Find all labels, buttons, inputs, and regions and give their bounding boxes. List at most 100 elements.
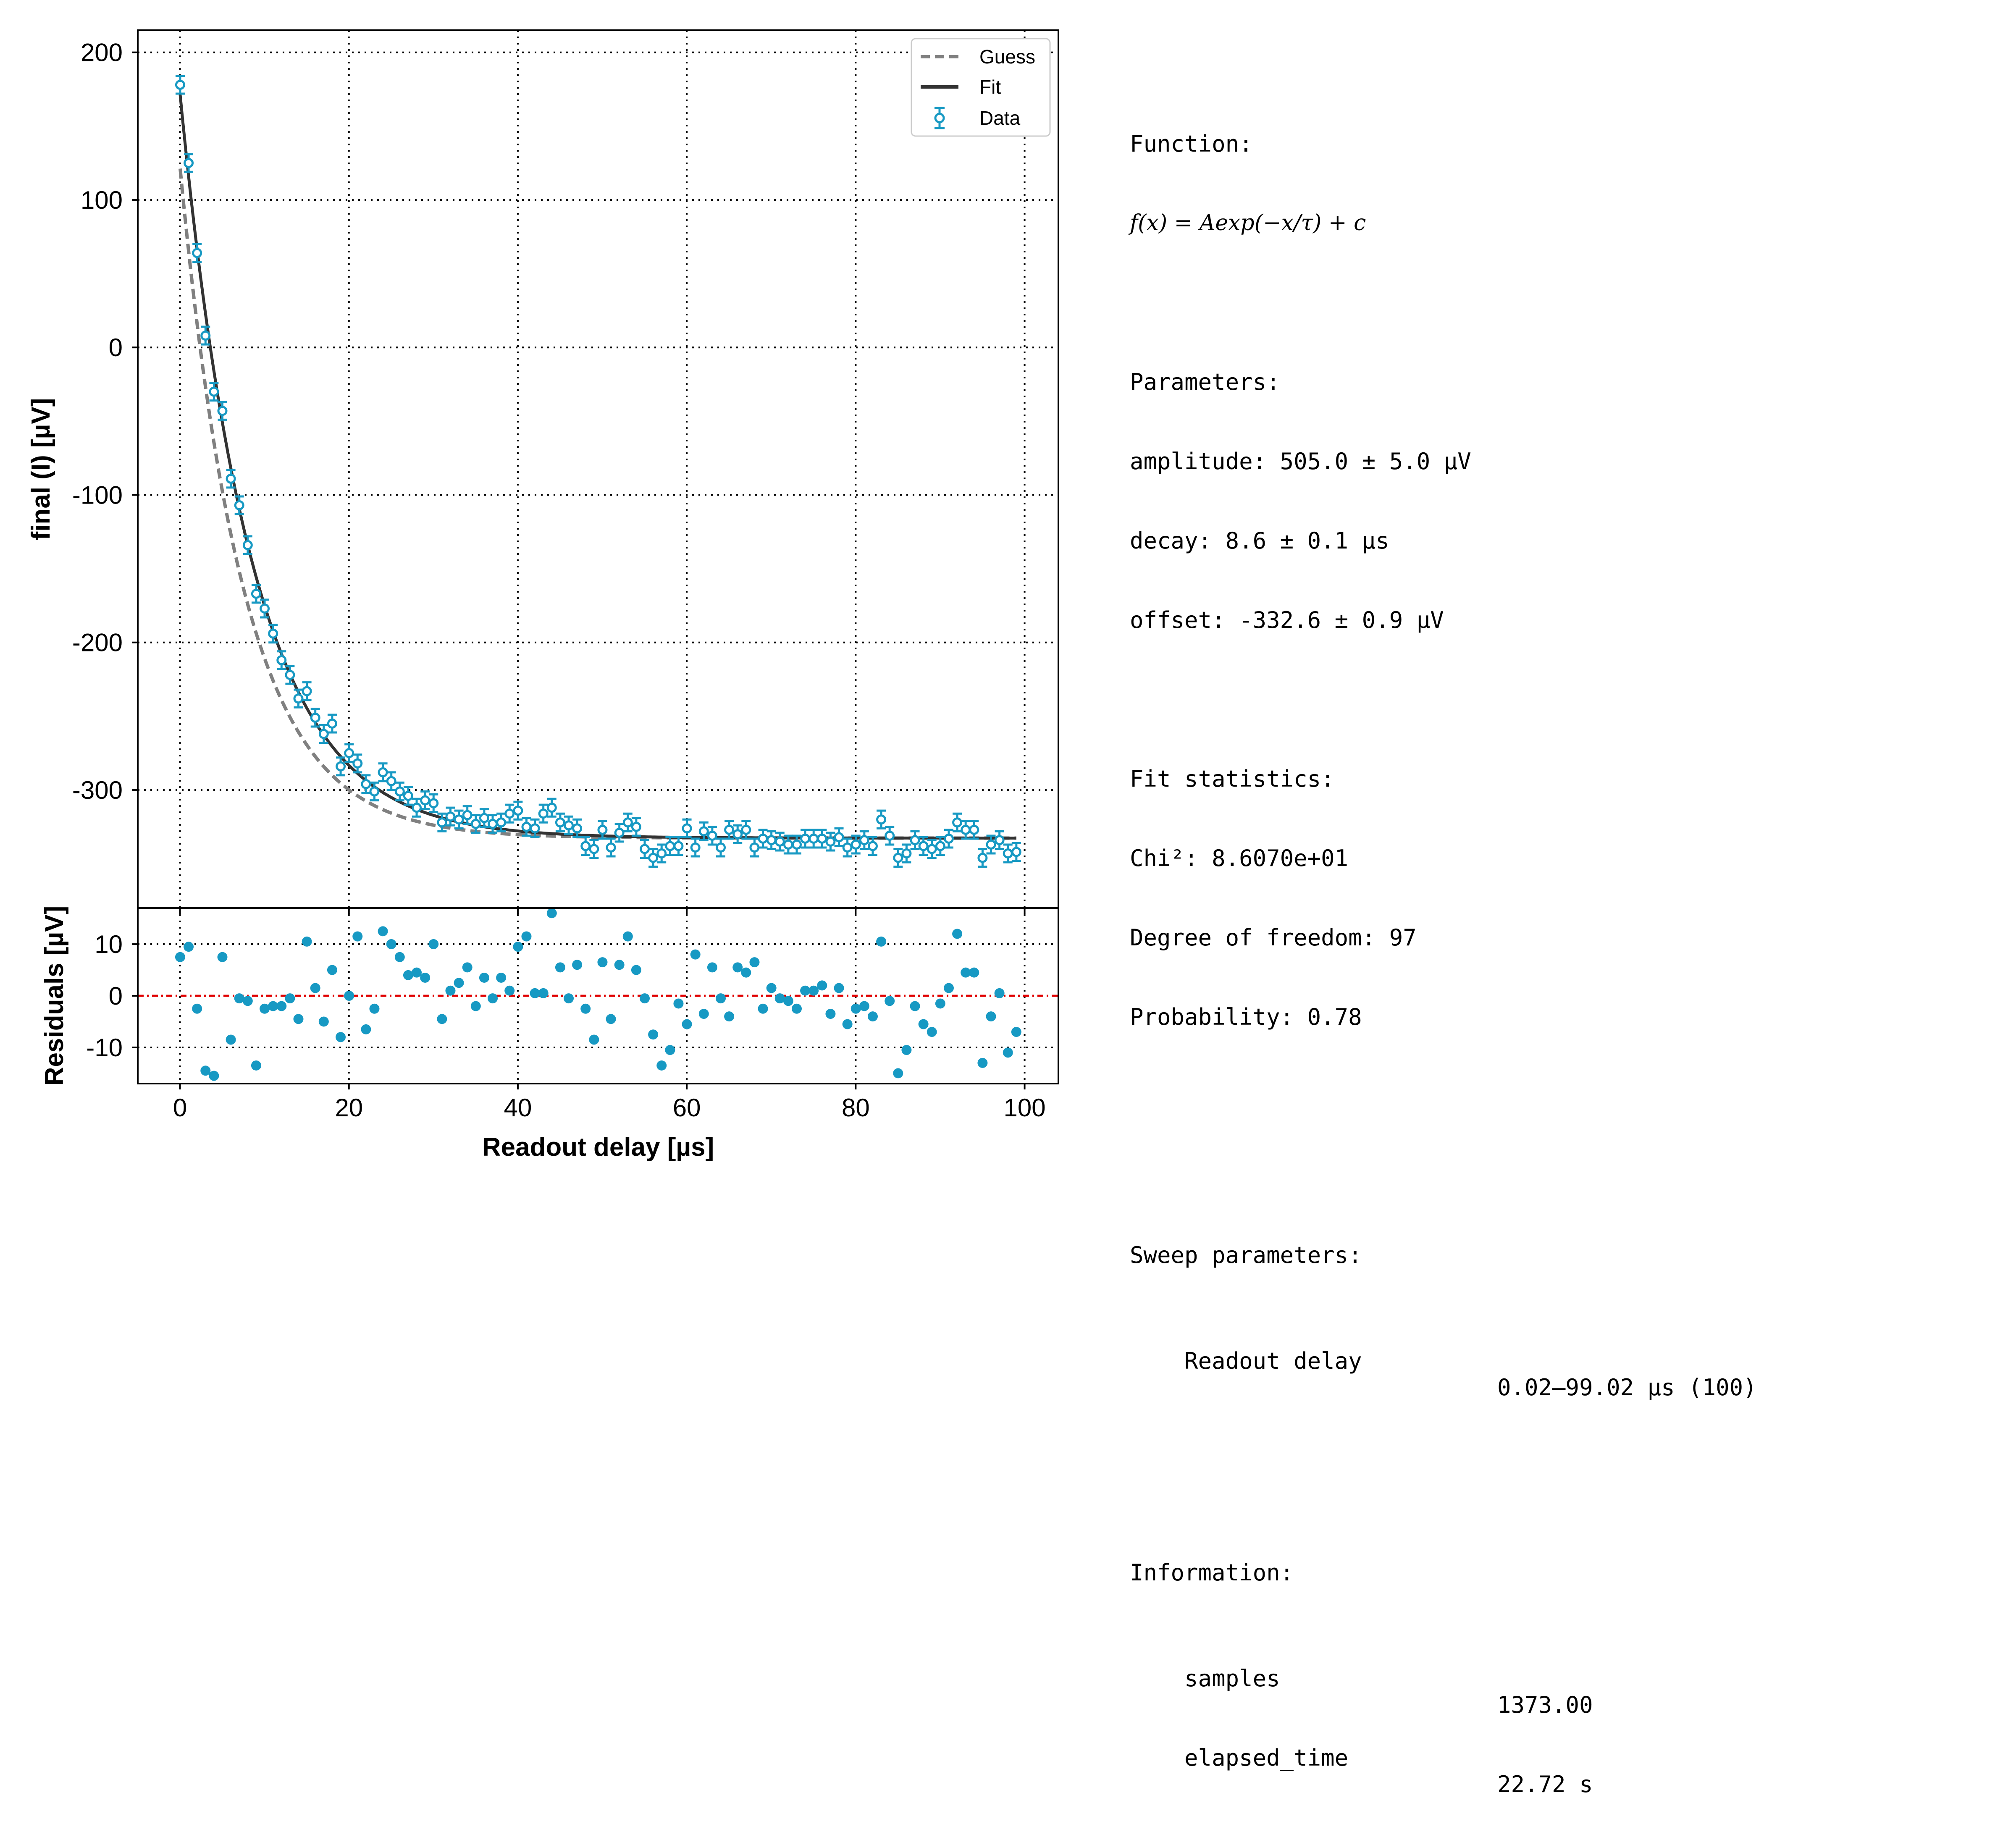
data-point <box>445 806 456 827</box>
residual-point <box>724 1011 735 1022</box>
data-point <box>276 650 287 670</box>
data-point <box>564 815 574 835</box>
residual-point <box>513 942 523 952</box>
residual-point <box>1003 1047 1013 1058</box>
data-point <box>184 153 194 173</box>
residual-point <box>403 970 413 980</box>
residuals-y-ticks: 10 0 -10 <box>86 930 138 1062</box>
residual-point <box>462 962 472 973</box>
data-marker <box>1011 847 1021 857</box>
data-point <box>403 786 413 806</box>
data-marker <box>361 779 371 789</box>
data-point <box>530 818 540 838</box>
residual-point <box>885 996 895 1006</box>
data-point <box>597 820 608 840</box>
residual-point <box>369 1003 380 1014</box>
data-marker <box>935 841 945 851</box>
data-point <box>690 837 701 858</box>
main-y-tick-label: -300 <box>72 776 123 804</box>
data-marker <box>200 331 211 341</box>
data-point <box>893 848 903 868</box>
data-point <box>935 836 945 856</box>
residuals-x-ticks: 0 20 40 60 80 100 <box>173 1084 1046 1122</box>
param-decay: decay: 8.6 ± 0.1 µs <box>1130 528 1389 554</box>
residuals-x-tick-label: 80 <box>842 1094 870 1122</box>
residual-point <box>682 1019 692 1029</box>
data-marker <box>352 758 363 769</box>
data-marker <box>470 819 481 829</box>
data-marker <box>724 824 735 835</box>
data-point <box>648 848 659 868</box>
residual-point <box>555 962 565 973</box>
main-y-tick-label: 100 <box>81 186 123 214</box>
data-marker <box>690 842 701 853</box>
data-marker <box>242 540 253 550</box>
main-y-tick-label: -100 <box>72 481 123 509</box>
data-point <box>589 839 599 859</box>
data-point <box>656 843 667 863</box>
data-marker <box>184 158 194 168</box>
data-marker <box>614 827 625 838</box>
residual-point <box>572 960 583 970</box>
samples-value: 1373.00 <box>1497 1692 1593 1718</box>
residuals-y-tick-label: 0 <box>109 982 123 1010</box>
data-marker <box>867 841 878 851</box>
data-point <box>437 812 447 832</box>
legend-data-swatch <box>934 107 945 129</box>
data-point <box>859 830 869 850</box>
data-marker <box>589 844 599 854</box>
residuals-y-tick-label: -10 <box>86 1034 123 1062</box>
degrees-of-freedom: Degree of freedom: 97 <box>1130 924 1417 951</box>
residual-point <box>488 993 498 1004</box>
data-marker <box>513 806 523 816</box>
residual-point <box>412 967 422 978</box>
data-marker <box>302 686 312 696</box>
residual-point <box>842 1019 853 1029</box>
legend-fit-label: Fit <box>979 76 1001 98</box>
residual-point <box>808 985 819 996</box>
data-marker <box>994 835 1005 845</box>
data-point <box>834 827 844 847</box>
residuals-x-tick-label: 0 <box>173 1094 187 1122</box>
param-offset: offset: -332.6 ± 0.9 µV <box>1130 607 1444 633</box>
main-plot-frame <box>137 29 1059 909</box>
data-marker <box>707 830 717 841</box>
data-point <box>470 814 481 834</box>
legend-data-label: Data <box>979 107 1021 129</box>
elapsed-row: elapsed_time 22.72 s <box>1130 1718 1593 1798</box>
data-marker <box>817 833 827 844</box>
residual-point <box>318 1016 329 1027</box>
data-point <box>808 829 819 849</box>
data-point <box>640 839 650 859</box>
residual-point <box>496 972 507 983</box>
sweep-value: 0.02–99.02 µs (100) <box>1497 1374 1757 1401</box>
samples-row: samples 1373.00 <box>1130 1639 1593 1718</box>
data-marker <box>260 603 270 614</box>
data-marker <box>656 848 667 859</box>
residuals-plot-panel: 100-10 0 20 40 60 80 100 Residuals [µV] Reado… <box>40 906 1059 1162</box>
data-marker <box>226 473 236 484</box>
residual-point <box>420 972 430 983</box>
data-marker <box>479 813 489 823</box>
residual-point <box>961 967 971 978</box>
data-marker <box>732 829 743 840</box>
data-marker <box>850 839 861 850</box>
residuals-x-tick-label: 100 <box>1004 1094 1046 1122</box>
data-marker <box>572 823 583 834</box>
data-marker <box>774 836 785 847</box>
data-marker <box>344 748 354 758</box>
data-marker <box>268 628 278 639</box>
residual-point <box>479 972 489 983</box>
legend-box <box>911 38 1051 137</box>
x-axis-title: Readout delay [µs] <box>482 1133 714 1162</box>
data-marker <box>597 824 608 835</box>
sweep-name: Readout delay <box>1184 1348 1362 1374</box>
residual-point <box>454 978 464 988</box>
residual-point <box>606 1014 616 1024</box>
main-y-tick-label: -200 <box>72 629 123 657</box>
residual-point <box>859 1001 869 1011</box>
data-point <box>504 803 515 824</box>
data-marker <box>698 826 709 837</box>
residual-point <box>361 1024 371 1034</box>
